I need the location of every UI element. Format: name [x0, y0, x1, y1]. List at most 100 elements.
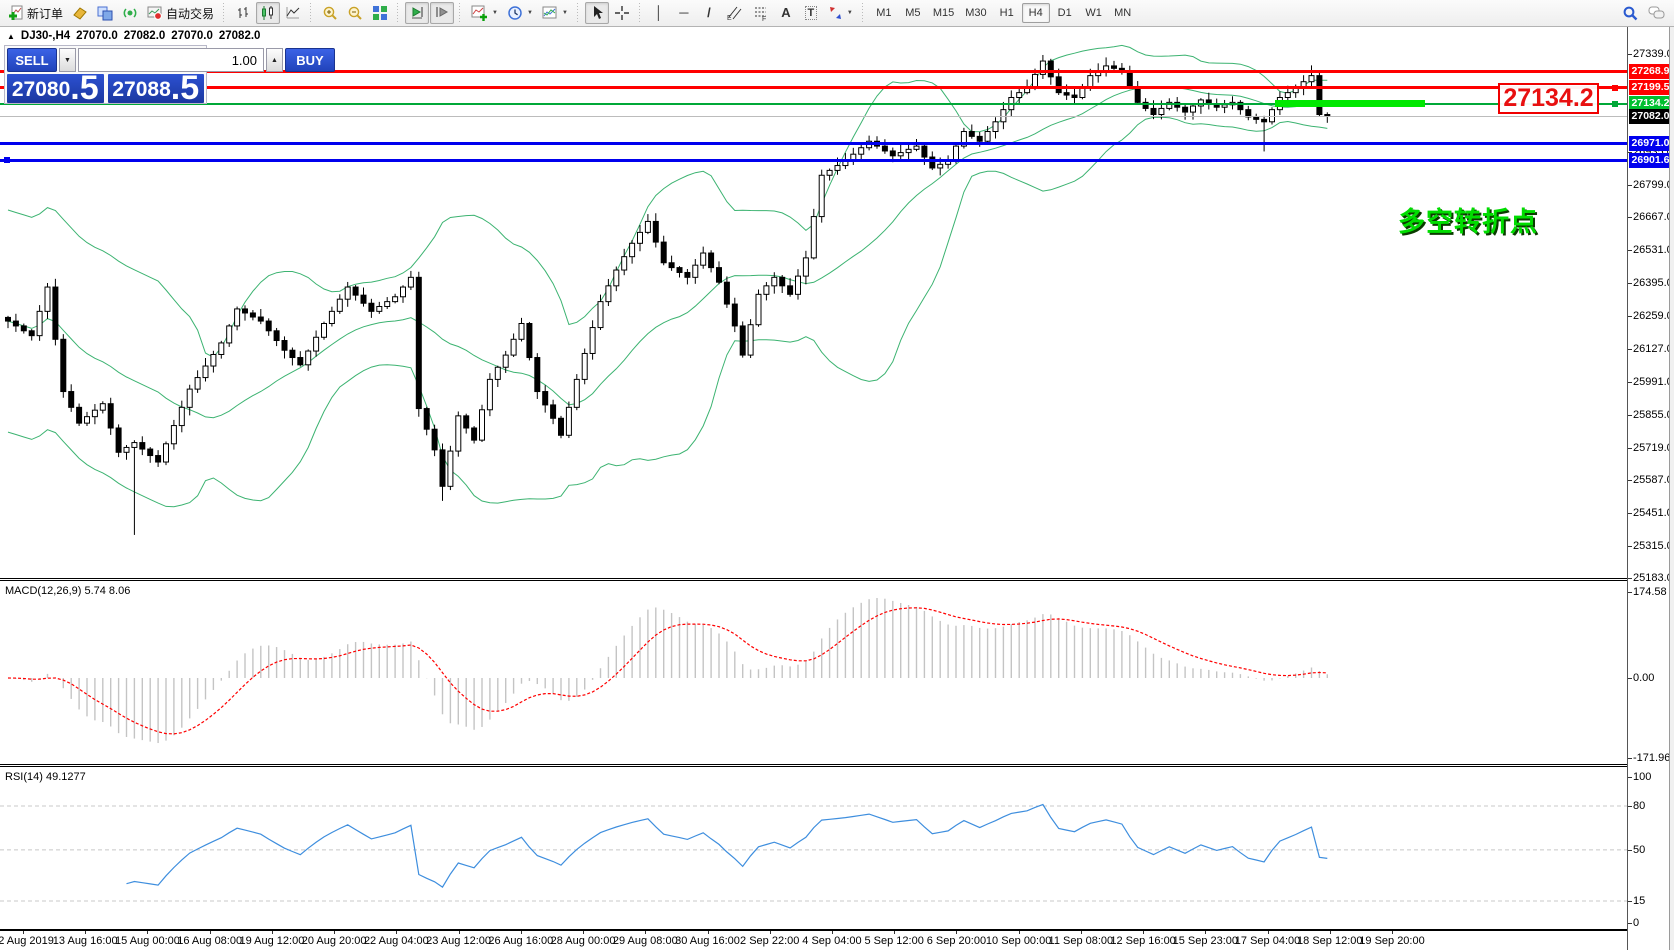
arrows-button[interactable]: ▼: [824, 2, 857, 24]
axis-tick-mark: [1628, 217, 1632, 219]
price-chart-pane[interactable]: [0, 27, 1627, 578]
quote-bar[interactable]: ▲ DJ30-,H4 27070.0 27082.0 27070.0 27082…: [7, 30, 260, 42]
price-badge: 27199.5: [1629, 80, 1672, 96]
crosshair-icon: [614, 6, 629, 20]
zoom-out-icon: [348, 6, 362, 20]
candlesticks-button[interactable]: [256, 2, 281, 24]
indicators-button[interactable]: ▼: [467, 2, 502, 24]
time-axis-label: 13 Aug 16:00: [52, 935, 118, 947]
volume-up-button[interactable]: ▲: [266, 48, 283, 72]
window-edge: [1669, 27, 1674, 950]
time-axis-label: 26 Aug 16:00: [488, 935, 554, 947]
time-tick-mark: [583, 931, 585, 934]
buy-button[interactable]: BUY: [285, 48, 335, 72]
time-tick-mark: [894, 931, 896, 934]
price-axis[interactable]: 27339.026935.026799.026667.026531.026395…: [1628, 27, 1674, 950]
candlestick-chart[interactable]: [0, 27, 1627, 578]
horizontal-line-button[interactable]: ─: [672, 2, 696, 24]
candlesticks-icon: [262, 6, 274, 20]
rsi-chart: [0, 803, 1627, 902]
timeframe-m5[interactable]: M5: [905, 7, 921, 19]
timeframe-w1[interactable]: W1: [1085, 7, 1102, 19]
trendline-button[interactable]: /: [697, 2, 721, 24]
signals-button[interactable]: [118, 2, 142, 24]
toolbar-separator: [221, 3, 229, 23]
channel-icon: E: [727, 6, 742, 21]
pane-separator[interactable]: [0, 578, 1627, 581]
timeframe-h4[interactable]: H4: [1021, 3, 1050, 23]
time-axis-label: 15 Aug 00:00: [115, 935, 180, 947]
price-axis-tick: 25183.0: [1633, 571, 1673, 584]
time-tick-mark: [458, 931, 460, 934]
zoom-out-button[interactable]: [343, 2, 367, 24]
tile-windows-button[interactable]: [368, 2, 392, 24]
time-axis-label: 2 Sep 22:00: [740, 935, 800, 947]
timeframe-mn[interactable]: MN: [1114, 7, 1132, 19]
rsi-pane[interactable]: RSI(14) 49.1277: [0, 767, 1627, 929]
chevron-down-icon: ▼: [526, 10, 533, 16]
search-button[interactable]: [1618, 2, 1643, 24]
price-callout[interactable]: 27134.2: [1498, 83, 1599, 114]
time-tick-mark: [956, 931, 958, 934]
chart-shift-button[interactable]: [430, 2, 455, 24]
timeframe-m15[interactable]: M15: [932, 7, 955, 19]
chart-annotation[interactable]: 多空转折点: [1398, 207, 1538, 237]
rsi-axis-tick: 100: [1633, 770, 1652, 783]
price-axis-tick: 25587.0: [1633, 473, 1673, 486]
macd-pane[interactable]: MACD(12,26,9) 5.74 8.06: [0, 581, 1627, 764]
autotrade-button[interactable]: 自动交易: [143, 2, 218, 24]
time-tick-mark: [1329, 931, 1331, 934]
collapse-arrow-icon[interactable]: ▲: [7, 31, 15, 41]
chevron-down-icon: ▼: [492, 10, 498, 16]
volume-down-button[interactable]: ▼: [59, 48, 76, 72]
quote-low: 27070.0: [171, 30, 213, 42]
axis-tick-mark: [1628, 776, 1632, 778]
timeframe-m1[interactable]: M1: [876, 7, 892, 19]
cursor-button[interactable]: [584, 2, 609, 24]
fibonacci-button[interactable]: F: [748, 2, 773, 24]
pane-separator[interactable]: [0, 764, 1627, 767]
vertical-line-button[interactable]: │: [647, 2, 671, 24]
timeframe-h1[interactable]: H1: [999, 7, 1014, 19]
templates-button[interactable]: ▼: [538, 2, 572, 24]
sell-price[interactable]: 27080 .5: [7, 74, 104, 103]
axis-tick-mark: [1628, 678, 1632, 679]
time-tick-mark: [147, 931, 149, 934]
time-tick-mark: [520, 931, 522, 934]
axis-tick-mark: [1628, 54, 1632, 55]
rsi-axis-tick: 50: [1633, 843, 1646, 856]
ohlc-bars-button[interactable]: [231, 2, 255, 24]
toolbar-separator: [574, 3, 582, 23]
time-tick-mark: [645, 931, 647, 934]
crosshair-button[interactable]: [610, 2, 634, 24]
sell-button[interactable]: SELL: [7, 48, 57, 72]
axis-tick-mark: [1628, 348, 1632, 350]
timeframe-m30[interactable]: M30: [965, 7, 987, 19]
zoom-in-button[interactable]: [318, 2, 342, 24]
chat-button[interactable]: [1644, 2, 1670, 24]
new-order-icon: [9, 5, 23, 20]
buy-price[interactable]: 27088 .5: [107, 74, 204, 103]
time-axis-label: 12 Aug 2019: [0, 935, 54, 947]
timeframe-d1[interactable]: D1: [1057, 7, 1072, 19]
axis-tick-mark: [1628, 901, 1632, 903]
text-label-button[interactable]: T: [799, 2, 823, 24]
new-order-button[interactable]: 新订单: [4, 2, 67, 24]
channel-button[interactable]: E: [722, 2, 747, 24]
auto-scroll-button[interactable]: [405, 2, 430, 24]
macd-axis-tick: -171.96: [1633, 752, 1671, 764]
price-axis-border: [1627, 27, 1628, 950]
time-tick-mark: [769, 931, 771, 934]
volume-input[interactable]: [78, 48, 264, 72]
search-icon: [1623, 6, 1638, 20]
price-axis-tick: 27339.0: [1633, 48, 1673, 60]
profiles-button[interactable]: [93, 2, 117, 24]
toolbar-separator: [308, 3, 316, 23]
time-tick-mark: [1143, 931, 1145, 934]
line-chart-button[interactable]: [281, 2, 305, 24]
charts-button[interactable]: [68, 2, 92, 24]
text-tool-button[interactable]: A: [774, 2, 798, 24]
periods-button[interactable]: ▼: [503, 2, 537, 24]
auto-scroll-icon: [412, 7, 423, 19]
